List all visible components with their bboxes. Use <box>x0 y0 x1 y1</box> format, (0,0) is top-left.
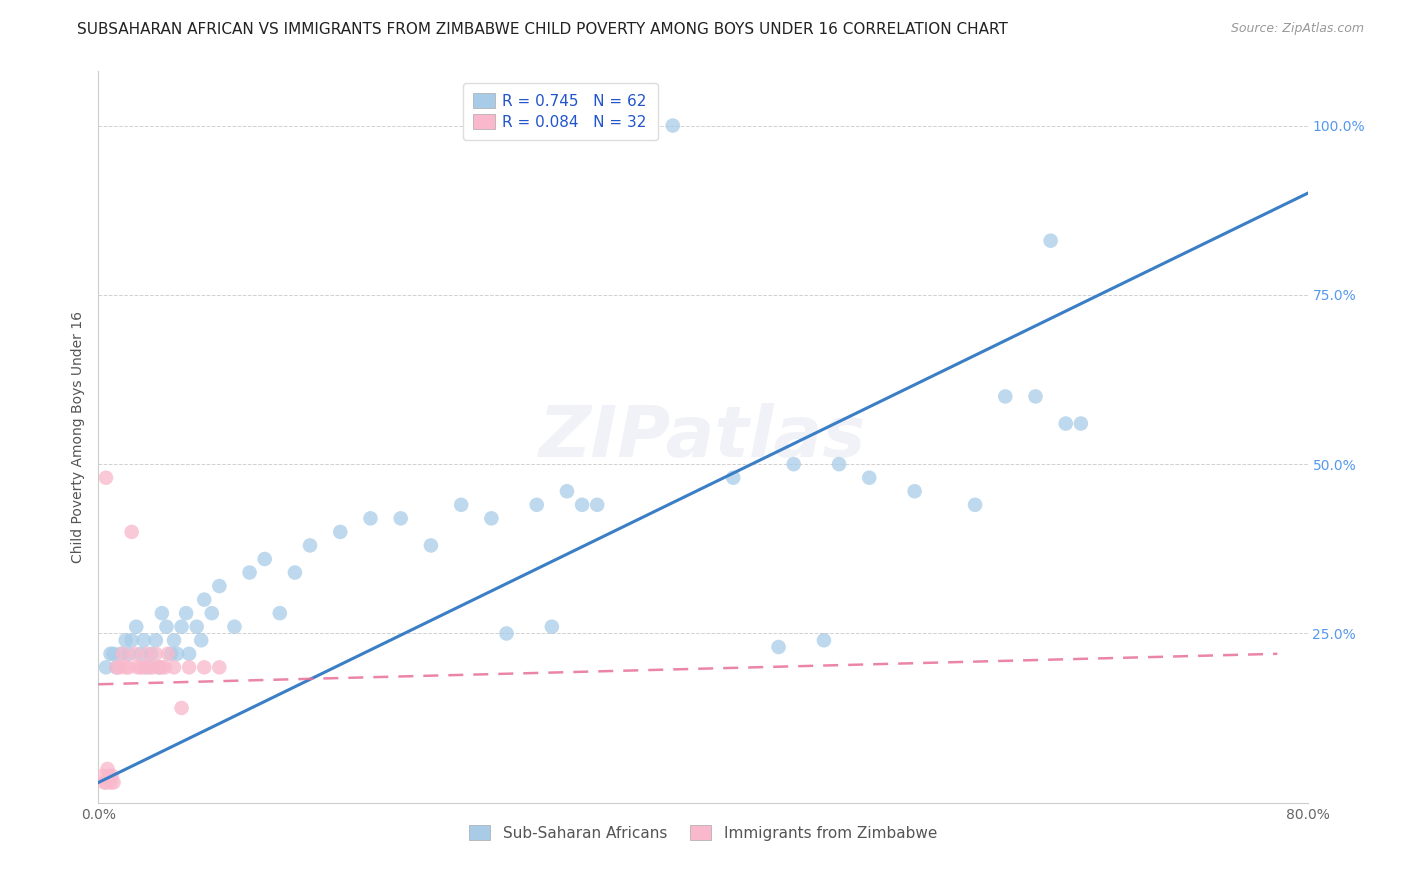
Point <box>155 620 177 634</box>
Point <box>420 538 443 552</box>
Point <box>114 660 136 674</box>
Point <box>179 660 201 674</box>
Point <box>1024 389 1046 403</box>
Point <box>224 620 246 634</box>
Point <box>201 606 224 620</box>
Point <box>828 457 851 471</box>
Point <box>571 498 593 512</box>
Point <box>160 647 183 661</box>
Point <box>145 647 167 661</box>
Point <box>135 660 157 674</box>
Point <box>768 640 790 654</box>
Point <box>269 606 291 620</box>
Point <box>170 620 193 634</box>
Point <box>91 769 114 783</box>
Point <box>1327 119 1350 133</box>
Point <box>495 626 517 640</box>
Point <box>124 647 146 661</box>
Point <box>190 633 212 648</box>
Text: Source: ZipAtlas.com: Source: ZipAtlas.com <box>1230 22 1364 36</box>
Point <box>1039 234 1062 248</box>
Point <box>135 647 157 661</box>
Point <box>105 660 128 674</box>
Point <box>163 633 186 648</box>
Point <box>163 660 186 674</box>
Point <box>121 524 143 539</box>
Point <box>723 471 745 485</box>
Point <box>965 498 987 512</box>
Point <box>170 701 193 715</box>
Point <box>125 620 148 634</box>
Point <box>193 660 215 674</box>
Point <box>526 498 548 512</box>
Point <box>481 511 503 525</box>
Point <box>208 660 231 674</box>
Point <box>389 511 412 525</box>
Point <box>127 660 149 674</box>
Point <box>166 647 188 661</box>
Point <box>1070 417 1092 431</box>
Point <box>98 769 121 783</box>
Point <box>101 769 124 783</box>
Y-axis label: Child Poverty Among Boys Under 16: Child Poverty Among Boys Under 16 <box>72 311 86 563</box>
Legend: Sub-Saharan Africans, Immigrants from Zimbabwe: Sub-Saharan Africans, Immigrants from Zi… <box>460 816 946 850</box>
Point <box>156 647 179 661</box>
Point <box>132 633 155 648</box>
Point <box>114 633 136 648</box>
Point <box>103 647 125 661</box>
Point <box>100 647 122 661</box>
Point <box>904 484 927 499</box>
Point <box>111 647 134 661</box>
Point <box>586 498 609 512</box>
Point <box>118 660 141 674</box>
Point <box>193 592 215 607</box>
Point <box>153 660 176 674</box>
Point <box>93 775 115 789</box>
Point <box>450 498 472 512</box>
Point <box>110 647 132 661</box>
Point <box>103 775 125 789</box>
Point <box>994 389 1017 403</box>
Point <box>139 660 162 674</box>
Point <box>94 471 117 485</box>
Point <box>105 660 128 674</box>
Point <box>1054 417 1077 431</box>
Point <box>142 660 165 674</box>
Point <box>284 566 307 580</box>
Point <box>783 457 806 471</box>
Point <box>94 775 117 789</box>
Point <box>174 606 197 620</box>
Point <box>150 606 173 620</box>
Point <box>208 579 231 593</box>
Text: SUBSAHARAN AFRICAN VS IMMIGRANTS FROM ZIMBABWE CHILD POVERTY AMONG BOYS UNDER 16: SUBSAHARAN AFRICAN VS IMMIGRANTS FROM ZI… <box>77 22 1008 37</box>
Point <box>299 538 322 552</box>
Point <box>179 647 201 661</box>
Point <box>555 484 578 499</box>
Point <box>96 762 118 776</box>
Point <box>118 647 141 661</box>
Point <box>94 660 117 674</box>
Point <box>239 566 262 580</box>
Point <box>129 660 152 674</box>
Point <box>148 660 170 674</box>
Point <box>186 620 208 634</box>
Point <box>100 775 122 789</box>
Point <box>108 660 131 674</box>
Point <box>145 633 167 648</box>
Point <box>329 524 352 539</box>
Point <box>661 119 683 133</box>
Point <box>121 633 143 648</box>
Point <box>253 552 276 566</box>
Point <box>813 633 835 648</box>
Point <box>129 647 152 661</box>
Point <box>132 660 155 674</box>
Point <box>1386 119 1406 133</box>
Text: ZIPatlas: ZIPatlas <box>540 402 866 472</box>
Point <box>360 511 382 525</box>
Point <box>858 471 880 485</box>
Point <box>540 620 562 634</box>
Point <box>148 660 170 674</box>
Point <box>141 647 163 661</box>
Point <box>150 660 173 674</box>
